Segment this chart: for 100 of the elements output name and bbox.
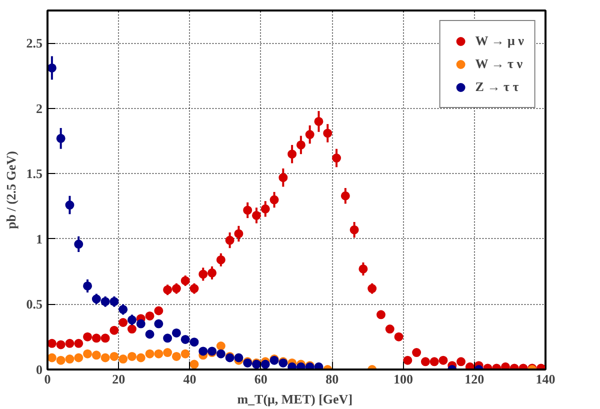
point	[110, 352, 119, 361]
point	[332, 154, 342, 163]
point	[288, 362, 297, 370]
legend-label: Z → τ τ	[475, 79, 519, 95]
point	[100, 297, 110, 306]
x-tick-label: 80	[326, 372, 339, 386]
point	[190, 338, 199, 347]
y-tick-label: 1.5	[26, 166, 43, 182]
point	[243, 206, 252, 215]
point	[270, 195, 279, 204]
point	[412, 348, 422, 358]
point	[368, 284, 377, 294]
point	[465, 362, 474, 370]
point	[118, 354, 128, 364]
point	[110, 297, 119, 306]
point	[65, 200, 74, 210]
point	[163, 334, 172, 343]
point	[430, 357, 439, 366]
point	[340, 191, 350, 200]
x-tick-label: 20	[112, 372, 126, 386]
point	[260, 204, 270, 214]
point	[48, 353, 56, 362]
point	[145, 311, 154, 320]
point	[314, 116, 324, 126]
x-tick-label: 120	[464, 372, 484, 386]
point	[163, 285, 172, 294]
point	[172, 328, 181, 338]
point	[92, 334, 101, 343]
point	[403, 356, 412, 365]
point	[394, 332, 404, 342]
point	[65, 354, 74, 364]
point	[172, 284, 181, 294]
point	[127, 324, 136, 334]
point	[234, 353, 244, 362]
point	[145, 349, 154, 358]
x-tick-label: 40	[183, 372, 196, 386]
point	[190, 284, 199, 294]
point	[376, 310, 386, 320]
x-tick-label: 60	[254, 372, 268, 386]
point	[296, 362, 306, 370]
point	[92, 294, 101, 304]
point	[83, 281, 92, 290]
point	[48, 338, 56, 348]
point	[438, 356, 448, 365]
point	[74, 240, 84, 249]
point	[154, 319, 164, 328]
point	[180, 334, 190, 344]
point	[180, 276, 190, 286]
point	[216, 255, 226, 264]
point	[145, 330, 154, 339]
point	[127, 315, 136, 324]
point	[65, 338, 74, 348]
point	[136, 353, 146, 362]
y-tick-label: 0	[36, 362, 42, 377]
point	[92, 350, 101, 360]
point	[118, 304, 128, 314]
point	[216, 349, 226, 358]
point	[288, 150, 297, 159]
point	[305, 130, 314, 140]
point	[358, 264, 368, 274]
point	[190, 360, 199, 369]
y-axis-title: pb / (2.5 GeV)	[3, 151, 18, 229]
point	[323, 128, 332, 138]
point	[260, 360, 270, 369]
point	[136, 319, 146, 328]
x-axis-title: m_T(μ, MET) [GeV]	[237, 392, 353, 406]
y-tick-label: 0.5	[26, 296, 43, 312]
point	[216, 342, 226, 350]
point	[74, 338, 84, 348]
point	[127, 352, 136, 361]
point	[110, 326, 119, 335]
point	[385, 324, 394, 334]
point	[234, 229, 244, 238]
point	[100, 353, 110, 362]
point	[100, 334, 110, 343]
legend-label: W → μ ν	[475, 33, 524, 49]
point	[56, 134, 66, 143]
point	[56, 340, 66, 350]
point	[154, 306, 164, 316]
point	[180, 349, 190, 358]
point	[83, 349, 92, 358]
point	[278, 173, 288, 182]
point	[350, 225, 359, 234]
legend-label: W → τ ν	[475, 56, 523, 72]
point	[83, 332, 92, 342]
y-tick-label: 2	[36, 100, 42, 116]
point	[198, 270, 208, 279]
x-tick-label: 100	[393, 372, 413, 386]
point	[500, 362, 510, 370]
point	[172, 352, 181, 361]
point	[296, 140, 306, 150]
point	[208, 268, 217, 278]
point	[48, 63, 56, 72]
point	[314, 362, 324, 370]
point	[420, 357, 430, 366]
point	[118, 318, 128, 327]
point	[163, 348, 172, 358]
point	[252, 210, 261, 220]
y-tick-label: 2.5	[26, 36, 43, 51]
x-tick-label: 140	[536, 372, 556, 386]
